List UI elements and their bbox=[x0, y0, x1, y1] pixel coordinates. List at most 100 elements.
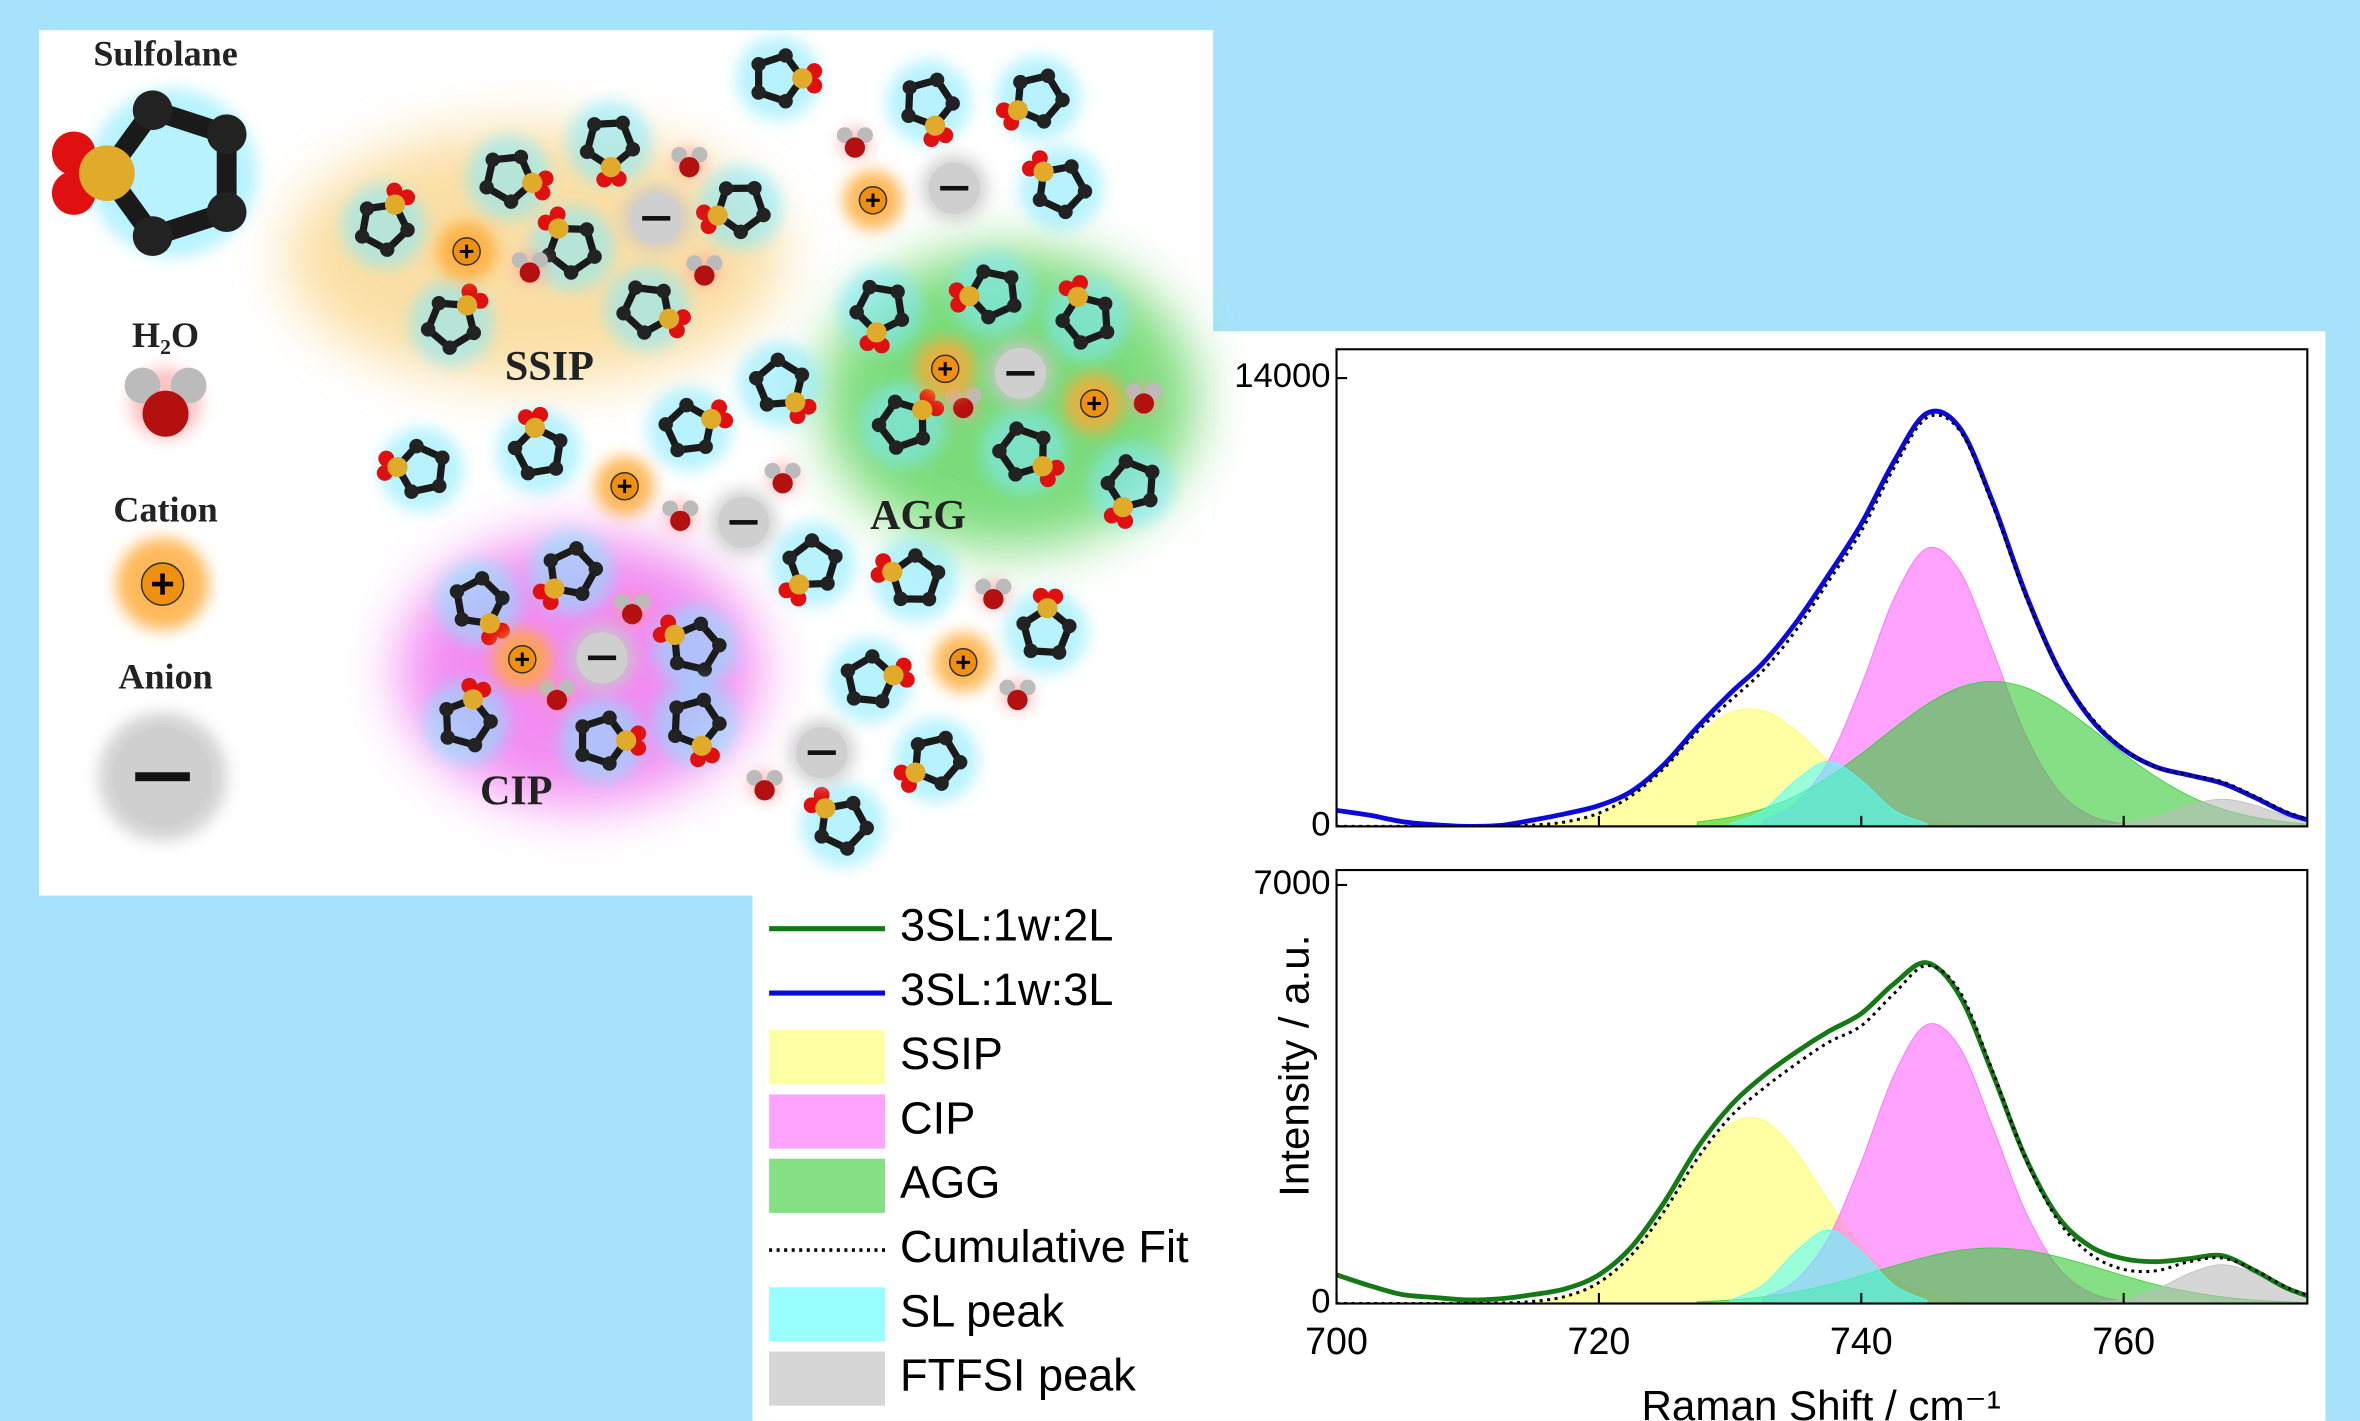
carbon bbox=[514, 150, 528, 164]
carbon bbox=[483, 714, 497, 728]
carbon bbox=[440, 730, 454, 744]
sulfur bbox=[463, 689, 483, 709]
legend-label: 3SL:1w:2L bbox=[900, 900, 1113, 951]
anion bbox=[789, 719, 856, 786]
carbon bbox=[1143, 493, 1157, 507]
carbon bbox=[569, 541, 583, 555]
sulfur bbox=[912, 400, 932, 420]
carbon bbox=[602, 710, 616, 724]
oxygen bbox=[520, 262, 540, 282]
cation bbox=[492, 630, 552, 690]
legend-swatch bbox=[769, 1159, 885, 1213]
legend-label: 3SL:1w:3L bbox=[900, 964, 1113, 1015]
carbon bbox=[670, 656, 684, 670]
carbon bbox=[575, 719, 589, 733]
oxygen bbox=[143, 391, 189, 437]
carbon bbox=[751, 85, 765, 99]
sulfur bbox=[1033, 456, 1053, 476]
carbon bbox=[1041, 69, 1055, 83]
carbon bbox=[400, 223, 414, 237]
carbon bbox=[1119, 454, 1133, 468]
legend-label: SSIP bbox=[900, 1028, 1003, 1079]
x-tick-label: 720 bbox=[1568, 1320, 1631, 1362]
carbon bbox=[467, 326, 481, 340]
carbon bbox=[468, 738, 482, 752]
carbon bbox=[756, 208, 770, 222]
carbon bbox=[760, 397, 774, 411]
oxygen bbox=[694, 265, 714, 285]
y-tick-label: 0 bbox=[1311, 1283, 1330, 1321]
carbon bbox=[670, 443, 684, 457]
carbon bbox=[1078, 184, 1092, 198]
legend-label: SL peak bbox=[900, 1285, 1064, 1336]
carbon bbox=[380, 242, 394, 256]
carbon bbox=[637, 325, 651, 339]
carbon bbox=[360, 201, 374, 215]
sulfur bbox=[1037, 598, 1057, 618]
sulfur bbox=[601, 157, 621, 177]
carbon bbox=[778, 48, 792, 62]
oxygen bbox=[1134, 393, 1154, 413]
carbon bbox=[916, 431, 930, 445]
carbon bbox=[841, 664, 855, 678]
anion bbox=[569, 625, 636, 692]
carbon bbox=[712, 638, 726, 652]
carbon bbox=[580, 145, 594, 159]
sulfur bbox=[792, 68, 812, 88]
oxygen bbox=[1007, 690, 1027, 710]
sulfur bbox=[925, 116, 945, 136]
species-label: Cation bbox=[113, 490, 217, 530]
carbon bbox=[479, 180, 493, 194]
carbon bbox=[747, 181, 761, 195]
carbon bbox=[1145, 465, 1159, 479]
carbon bbox=[1098, 297, 1112, 311]
carbon bbox=[669, 700, 683, 714]
carbon bbox=[795, 368, 809, 382]
oxygen bbox=[679, 157, 699, 177]
cation bbox=[933, 633, 993, 693]
carbon bbox=[945, 96, 959, 110]
carbon bbox=[404, 484, 418, 498]
minus bbox=[940, 186, 968, 191]
carbon bbox=[865, 649, 879, 663]
carbon bbox=[207, 192, 247, 232]
sulfolane bbox=[653, 605, 738, 689]
carbon bbox=[895, 312, 909, 326]
x-tick-label: 700 bbox=[1305, 1320, 1368, 1362]
carbon bbox=[1008, 467, 1022, 481]
carbon bbox=[849, 305, 863, 319]
carbon bbox=[442, 340, 456, 354]
sulfur bbox=[701, 409, 721, 429]
cation bbox=[843, 170, 903, 230]
carbon bbox=[749, 371, 763, 385]
species-label: Sulfolane bbox=[93, 34, 237, 74]
sulfolane bbox=[996, 56, 1081, 140]
minus bbox=[642, 216, 670, 221]
carbon bbox=[602, 756, 616, 770]
carbon bbox=[668, 729, 682, 743]
y-tick-label: 7000 bbox=[1254, 864, 1331, 902]
carbon bbox=[751, 57, 765, 71]
carbon bbox=[862, 280, 876, 294]
cation bbox=[915, 339, 975, 399]
carbon bbox=[888, 395, 902, 409]
sulfur bbox=[692, 736, 712, 756]
carbon bbox=[355, 229, 369, 243]
sulfur bbox=[457, 295, 477, 315]
minus bbox=[588, 656, 616, 661]
oxygen bbox=[845, 137, 865, 157]
oxygen bbox=[547, 690, 567, 710]
carbon bbox=[1024, 644, 1038, 658]
cluster-label: CIP bbox=[480, 767, 553, 814]
carbon bbox=[782, 551, 796, 565]
carbon bbox=[564, 265, 578, 279]
x-tick-label: 740 bbox=[1830, 1320, 1893, 1362]
carbon bbox=[820, 576, 834, 590]
sulfur bbox=[544, 578, 564, 598]
carbon bbox=[1007, 298, 1021, 312]
anion bbox=[623, 185, 690, 252]
sulfur bbox=[385, 194, 405, 214]
carbon bbox=[771, 353, 785, 367]
sulfur bbox=[815, 798, 835, 818]
sulfolane bbox=[801, 783, 885, 867]
